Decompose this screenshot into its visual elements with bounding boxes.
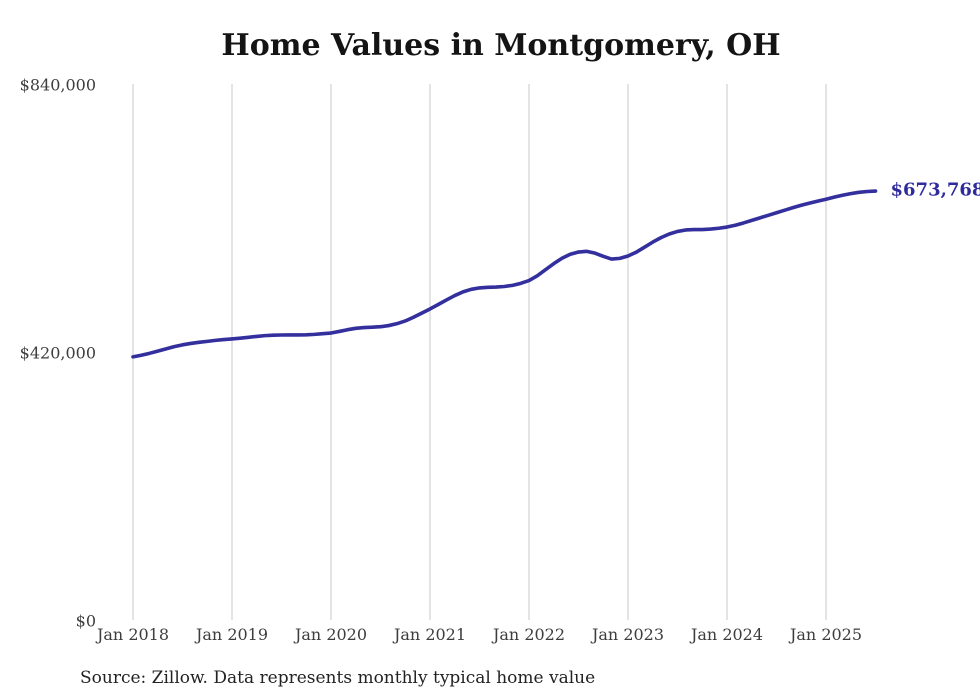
x-axis-tick-label: Jan 2022 xyxy=(491,625,565,644)
home-value-line xyxy=(131,189,878,359)
y-axis-tick-label: $0 xyxy=(76,612,96,631)
chart-title: Home Values in Montgomery, OH xyxy=(221,28,781,63)
source-note: Source: Zillow. Data represents monthly … xyxy=(80,668,596,688)
y-axis-tick-label: $420,000 xyxy=(20,344,96,363)
y-axis-tick-label: $840,000 xyxy=(20,76,96,95)
latest-value-label: $673,768 xyxy=(890,179,980,201)
x-axis-tick-label: Jan 2020 xyxy=(293,625,367,644)
x-axis-tick-label: Jan 2018 xyxy=(95,625,169,644)
x-axis-tick-label: Jan 2025 xyxy=(788,625,862,644)
x-axis-tick-label: Jan 2024 xyxy=(689,625,763,644)
x-axis-tick-label: Jan 2021 xyxy=(392,625,466,644)
x-axis-tick-label: Jan 2023 xyxy=(590,625,664,644)
x-axis-tick-label: Jan 2019 xyxy=(194,625,268,644)
